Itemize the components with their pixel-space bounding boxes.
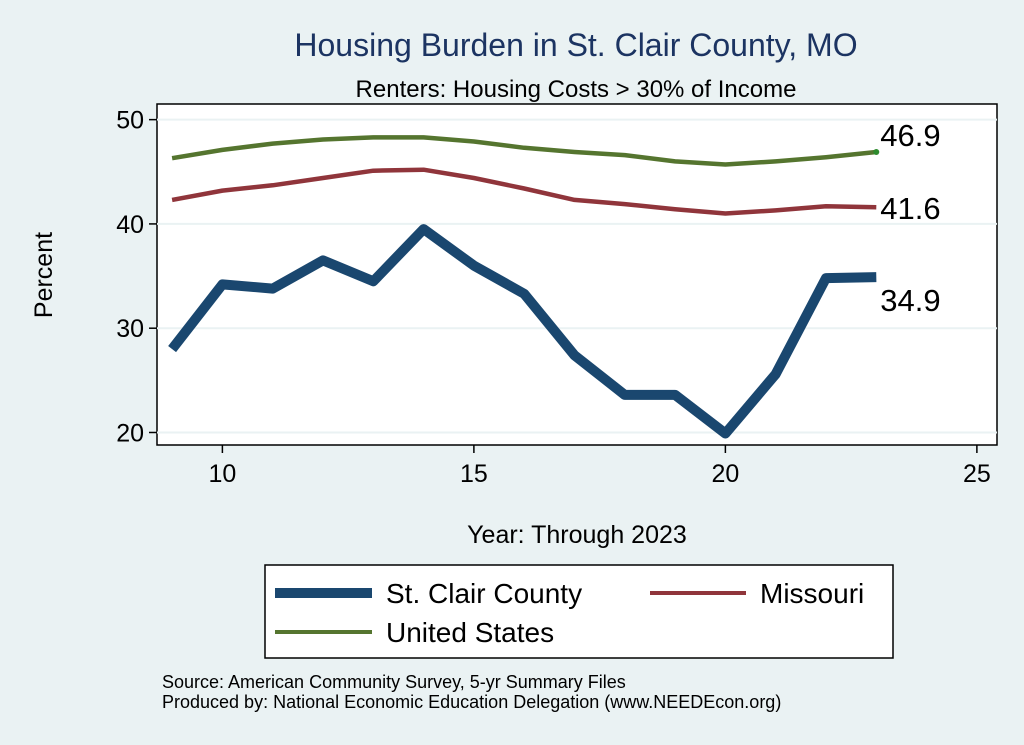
series-line-missouri [171,167,877,216]
x-axis-title: Year: Through 2023 [467,521,687,549]
y-tick-label-20: 20 [116,419,144,447]
end-point-united-states [873,148,880,155]
end-labels: 34.9 41.6 46.9 [880,118,940,318]
legend-label-missouri: Missouri [760,578,864,609]
y-tick-label-40: 40 [116,211,144,239]
x-tick-label-15: 15 [460,460,488,488]
source-line-2: Produced by: National Economic Education… [162,692,781,712]
chart-subtitle: Renters: Housing Costs > 30% of Income [356,76,797,103]
chart-title: Housing Burden in St. Clair County, MO [294,27,857,63]
end-label-united-states: 46.9 [880,118,940,153]
x-tick-label-10: 10 [208,460,236,488]
x-axis: 10 15 20 25 [208,445,991,488]
y-axis: 20 30 40 50 [116,107,157,447]
y-axis-title: Percent [30,232,58,318]
y-tick-label-50: 50 [116,107,144,135]
legend-box [264,564,894,659]
end-label-missouri: 41.6 [880,191,940,226]
end-label-st-clair: 34.9 [880,283,940,318]
y-tick-label-30: 30 [116,315,144,343]
x-tick-label-20: 20 [711,460,739,488]
legend-label-st-clair: St. Clair County [386,578,582,609]
gridlines [157,118,997,434]
series-lines [168,135,880,439]
legend-label-united-states: United States [386,617,554,648]
legend: St. Clair County Missouri United States [264,564,894,659]
series-line-united-states [171,135,877,167]
x-tick-label-25: 25 [963,460,991,488]
series-line-st-clair [168,224,877,439]
source-line-1: Source: American Community Survey, 5-yr … [162,672,626,692]
